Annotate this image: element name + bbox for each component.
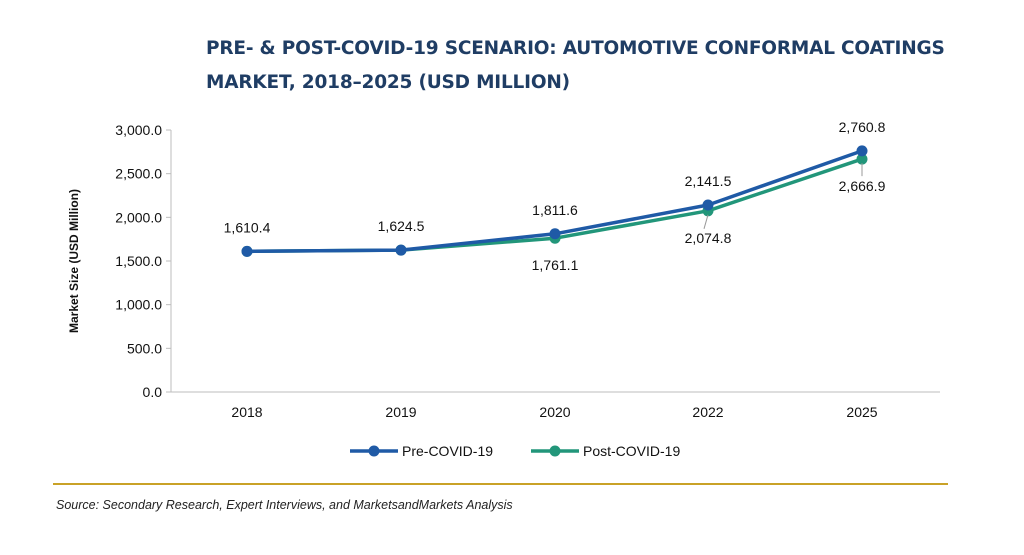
data-label-pre-covid: 1,624.5 xyxy=(378,218,425,234)
data-label-pre-covid: 1,610.4 xyxy=(224,219,271,235)
legend-label-pre-covid: Pre-COVID-19 xyxy=(402,443,493,459)
data-point-post-covid xyxy=(856,153,868,165)
data-point-pre-covid xyxy=(549,228,561,240)
line-chart: 0.0 500.0 1,000.0 1,500.0 2,000.0 2,500.0 3,00… xyxy=(67,119,940,459)
source-note: Source: Secondary Research, Expert Inter… xyxy=(56,498,513,512)
leader-line xyxy=(703,214,709,229)
x-tick-label: 2019 xyxy=(385,404,416,420)
x-tick-label: 2018 xyxy=(231,404,262,420)
y-tick-label: 1,500.0 xyxy=(115,253,162,269)
legend-marker-post-covid xyxy=(549,445,561,457)
data-point-pre-covid xyxy=(395,244,407,256)
data-label-pre-covid: 2,141.5 xyxy=(685,173,732,189)
chart-title: PRE- & POST-COVID-19 SCENARIO: AUTOMOTIV… xyxy=(206,32,966,100)
data-point-pre-covid xyxy=(702,199,714,211)
data-label-pre-covid: 2,760.8 xyxy=(839,119,886,135)
y-axis-title: Market Size (USD Million) xyxy=(67,189,81,333)
legend-label-post-covid: Post-COVID-19 xyxy=(583,443,680,459)
data-label-pre-covid: 1,811.6 xyxy=(532,202,578,218)
y-tick-label: 500.0 xyxy=(127,340,162,356)
data-label-post-covid: 2,074.8 xyxy=(685,230,732,246)
data-label-post-covid: 1,761.1 xyxy=(532,257,579,273)
y-tick-label: 2,500.0 xyxy=(115,166,162,182)
chart-title-line-2: MARKET, 2018–2025 (USD MILLION) xyxy=(206,72,570,93)
data-point-pre-covid xyxy=(241,245,253,257)
x-tick-label: 2025 xyxy=(846,404,877,420)
y-tick-label: 0.0 xyxy=(143,384,163,400)
y-tick-label: 3,000.0 xyxy=(115,122,162,138)
y-tick-label: 2,000.0 xyxy=(115,209,162,225)
y-tick-label: 1,000.0 xyxy=(115,297,162,313)
data-label-post-covid: 2,666.9 xyxy=(839,178,886,194)
legend-marker-pre-covid xyxy=(368,445,380,457)
data-point-pre-covid xyxy=(856,145,868,157)
chart-title-line-1: PRE- & POST-COVID-19 SCENARIO: AUTOMOTIV… xyxy=(206,38,945,59)
source-divider xyxy=(53,483,948,485)
x-tick-label: 2022 xyxy=(692,404,723,420)
x-tick-label: 2020 xyxy=(539,404,570,420)
